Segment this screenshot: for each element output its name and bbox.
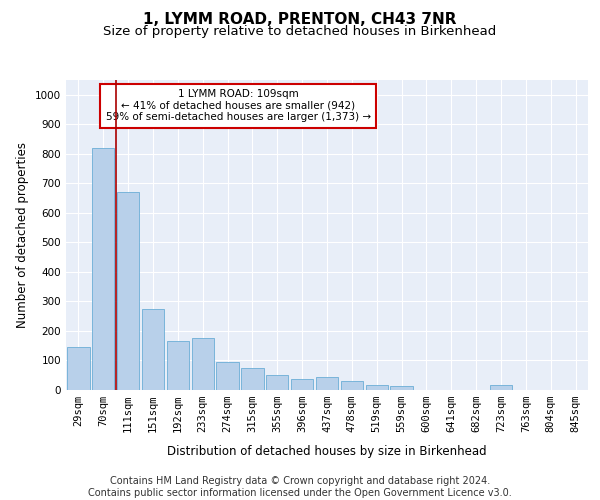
- Bar: [291, 379, 313, 390]
- Text: Distribution of detached houses by size in Birkenhead: Distribution of detached houses by size …: [167, 444, 487, 458]
- Bar: [490, 384, 512, 390]
- Bar: [341, 381, 363, 390]
- Bar: [67, 347, 89, 390]
- Bar: [191, 338, 214, 390]
- Bar: [365, 384, 388, 390]
- Bar: [391, 386, 413, 390]
- Text: 1, LYMM ROAD, PRENTON, CH43 7NR: 1, LYMM ROAD, PRENTON, CH43 7NR: [143, 12, 457, 28]
- Text: 1 LYMM ROAD: 109sqm
← 41% of detached houses are smaller (942)
59% of semi-detac: 1 LYMM ROAD: 109sqm ← 41% of detached ho…: [106, 90, 371, 122]
- Bar: [167, 342, 189, 390]
- Text: Contains HM Land Registry data © Crown copyright and database right 2024.
Contai: Contains HM Land Registry data © Crown c…: [88, 476, 512, 498]
- Y-axis label: Number of detached properties: Number of detached properties: [16, 142, 29, 328]
- Bar: [117, 192, 139, 390]
- Bar: [142, 309, 164, 390]
- Text: Size of property relative to detached houses in Birkenhead: Size of property relative to detached ho…: [103, 25, 497, 38]
- Bar: [92, 148, 115, 390]
- Bar: [241, 368, 263, 390]
- Bar: [316, 376, 338, 390]
- Bar: [217, 362, 239, 390]
- Bar: [266, 375, 289, 390]
